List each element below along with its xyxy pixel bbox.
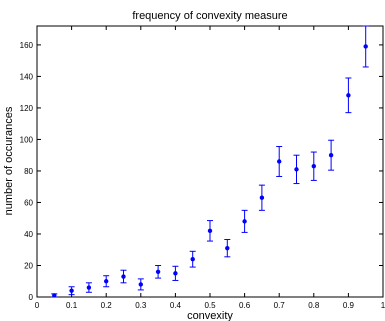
x-tick-label: 1 — [381, 301, 385, 310]
x-axis-label: convexity — [187, 310, 233, 321]
x-tick-label: 0.7 — [274, 301, 286, 310]
data-point — [346, 93, 351, 98]
data-point — [69, 288, 74, 293]
y-tick-label: 40 — [24, 230, 33, 239]
x-tick-label: 0.1 — [66, 301, 78, 310]
data-point — [225, 245, 230, 251]
y-tick-label: 140 — [20, 72, 34, 81]
data-point — [259, 195, 265, 200]
chart-title: frequency of convexity measure — [132, 10, 287, 22]
data-point-errorbar — [293, 154, 300, 185]
x-tick-label: 0.6 — [239, 301, 251, 310]
y-tick-label: 100 — [20, 135, 34, 144]
data-point — [121, 274, 126, 279]
data-point-errorbar — [345, 77, 352, 114]
data-point — [207, 228, 213, 234]
y-tick-label: 120 — [20, 104, 34, 113]
x-tick-label: 0.8 — [308, 301, 320, 310]
data-point-errorbar — [258, 184, 265, 211]
data-marks — [51, 25, 369, 298]
x-tick-label: 0.3 — [135, 301, 147, 310]
x-tick-label: 0.9 — [343, 301, 355, 310]
data-point-errorbar — [328, 139, 335, 171]
data-point-errorbar — [172, 265, 179, 281]
x-tick-label: 0.2 — [101, 301, 113, 310]
data-point — [138, 282, 143, 287]
data-point — [311, 164, 316, 169]
data-point-errorbar — [120, 269, 127, 284]
data-point — [155, 269, 161, 274]
x-tick-label: 0.4 — [170, 301, 182, 310]
y-tick-label: 80 — [24, 167, 33, 176]
y-axis-label: number of occurances — [3, 106, 15, 215]
data-point — [363, 44, 368, 49]
y-tick-label: 20 — [24, 261, 33, 270]
data-point-errorbar — [276, 146, 283, 177]
data-point — [242, 219, 247, 224]
data-point — [52, 293, 57, 298]
x-tick-label: 0.5 — [204, 301, 216, 310]
data-point — [294, 167, 299, 172]
data-point-errorbar — [155, 264, 162, 279]
data-point — [277, 159, 282, 164]
data-point-errorbar — [362, 25, 369, 68]
data-point — [328, 152, 334, 158]
data-point — [104, 279, 109, 284]
y-tick-label: 0 — [29, 293, 34, 302]
y-tick-label: 160 — [20, 41, 34, 50]
x-tick-label: 0 — [35, 301, 40, 310]
data-point — [190, 256, 195, 262]
data-point — [173, 271, 178, 276]
data-point — [86, 285, 92, 290]
data-point-errorbar — [310, 151, 317, 181]
plot-area — [36, 25, 384, 298]
data-point-errorbar — [51, 293, 58, 298]
y-tick-label: 60 — [24, 198, 33, 207]
axis-ticks: 0 0.1 0.2 0.3 0.4 0.5 0.6 0.7 0.8 0.9 1 0 20 40 60 80 10… — [20, 26, 385, 310]
data-point-errorbar — [241, 209, 248, 233]
data-point-errorbar — [224, 238, 231, 258]
data-point-errorbar — [103, 275, 110, 288]
data-point-errorbar — [85, 282, 92, 293]
data-point-errorbar — [68, 286, 75, 296]
data-point-errorbar — [137, 278, 144, 291]
data-point-errorbar — [189, 250, 196, 268]
data-point-errorbar — [207, 220, 213, 242]
